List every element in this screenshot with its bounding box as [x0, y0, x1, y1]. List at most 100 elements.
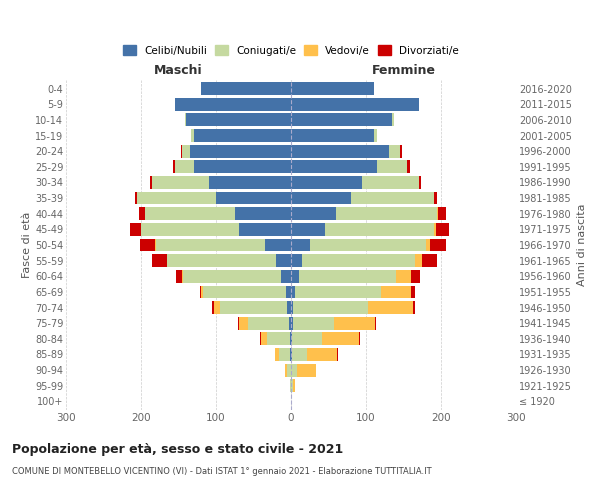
- Bar: [291, 364, 297, 376]
- Bar: [265, 238, 291, 252]
- Bar: [411, 270, 420, 282]
- Bar: [150, 176, 152, 189]
- Bar: [203, 286, 286, 298]
- Bar: [291, 98, 419, 110]
- Bar: [291, 270, 299, 282]
- Bar: [292, 332, 322, 345]
- Bar: [291, 348, 292, 361]
- Bar: [392, 114, 394, 126]
- Bar: [290, 380, 291, 392]
- Bar: [297, 364, 316, 376]
- Bar: [235, 208, 291, 220]
- Bar: [185, 114, 186, 126]
- Bar: [293, 301, 368, 314]
- Bar: [182, 270, 183, 282]
- Bar: [291, 301, 293, 314]
- Bar: [325, 223, 433, 236]
- Y-axis label: Anni di nascita: Anni di nascita: [577, 204, 587, 286]
- Bar: [291, 208, 336, 220]
- Bar: [286, 286, 291, 298]
- Bar: [281, 270, 291, 282]
- Bar: [334, 317, 375, 330]
- Bar: [291, 129, 373, 142]
- Bar: [181, 144, 182, 158]
- Bar: [381, 286, 411, 298]
- Text: Maschi: Maschi: [154, 64, 203, 76]
- Bar: [291, 114, 392, 126]
- Bar: [411, 286, 415, 298]
- Bar: [209, 176, 291, 189]
- Legend: Celibi/Nubili, Coniugati/e, Vedovi/e, Divorziati/e: Celibi/Nubili, Coniugati/e, Vedovi/e, Di…: [120, 42, 462, 59]
- Bar: [389, 144, 400, 158]
- Bar: [310, 238, 426, 252]
- Bar: [130, 223, 141, 236]
- Bar: [415, 254, 422, 267]
- Bar: [287, 364, 291, 376]
- Bar: [426, 238, 430, 252]
- Bar: [239, 223, 291, 236]
- Bar: [438, 208, 445, 220]
- Bar: [291, 254, 302, 267]
- Bar: [151, 254, 167, 267]
- Bar: [291, 286, 295, 298]
- Y-axis label: Fasce di età: Fasce di età: [22, 212, 32, 278]
- Bar: [419, 176, 421, 189]
- Bar: [291, 82, 373, 95]
- Bar: [430, 238, 446, 252]
- Text: Femmine: Femmine: [371, 64, 436, 76]
- Bar: [182, 144, 190, 158]
- Bar: [137, 192, 216, 204]
- Bar: [238, 317, 239, 330]
- Bar: [190, 144, 291, 158]
- Bar: [291, 192, 351, 204]
- Bar: [422, 254, 437, 267]
- Bar: [212, 301, 214, 314]
- Bar: [175, 160, 193, 173]
- Bar: [396, 270, 411, 282]
- Bar: [287, 301, 291, 314]
- Text: COMUNE DI MONTEBELLO VICENTINO (VI) - Dati ISTAT 1° gennaio 2021 - Elaborazione : COMUNE DI MONTEBELLO VICENTINO (VI) - Da…: [12, 468, 431, 476]
- Bar: [220, 301, 287, 314]
- Bar: [201, 82, 291, 95]
- Bar: [139, 208, 145, 220]
- Bar: [351, 192, 433, 204]
- Bar: [292, 348, 307, 361]
- Bar: [155, 238, 156, 252]
- Bar: [336, 208, 437, 220]
- Bar: [216, 192, 291, 204]
- Bar: [359, 332, 360, 345]
- Bar: [193, 160, 291, 173]
- Bar: [260, 332, 261, 345]
- Bar: [290, 332, 291, 345]
- Bar: [295, 286, 381, 298]
- Bar: [291, 176, 362, 189]
- Bar: [299, 270, 396, 282]
- Bar: [239, 317, 248, 330]
- Bar: [199, 286, 201, 298]
- Bar: [275, 348, 279, 361]
- Bar: [156, 238, 265, 252]
- Bar: [261, 332, 267, 345]
- Bar: [173, 160, 175, 173]
- Bar: [276, 254, 291, 267]
- Bar: [302, 254, 415, 267]
- Bar: [293, 317, 334, 330]
- Bar: [307, 348, 337, 361]
- Bar: [362, 176, 419, 189]
- Bar: [377, 160, 407, 173]
- Bar: [167, 254, 276, 267]
- Bar: [433, 223, 436, 236]
- Bar: [400, 144, 402, 158]
- Bar: [191, 129, 193, 142]
- Bar: [436, 223, 449, 236]
- Bar: [145, 208, 235, 220]
- Bar: [279, 348, 290, 361]
- Bar: [373, 129, 377, 142]
- Bar: [141, 223, 239, 236]
- Bar: [413, 301, 415, 314]
- Bar: [291, 160, 377, 173]
- Bar: [183, 270, 281, 282]
- Bar: [140, 238, 155, 252]
- Bar: [375, 317, 376, 330]
- Bar: [267, 332, 290, 345]
